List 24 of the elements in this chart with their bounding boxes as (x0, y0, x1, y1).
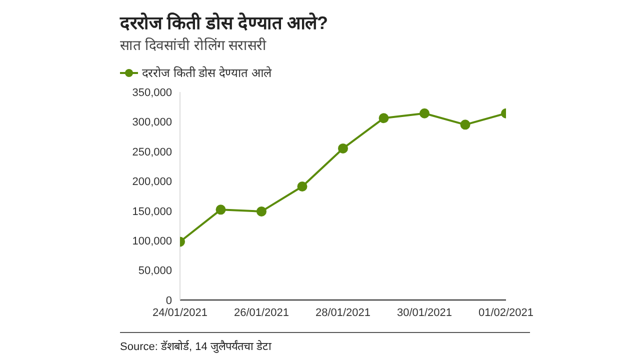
x-tick-label: 24/01/2021 (152, 306, 208, 319)
legend-label: दररोज किती डोस देण्यात आले (142, 65, 272, 81)
y-tick-label: 150,000 (132, 206, 172, 218)
x-tick-label: 26/01/2021 (234, 306, 290, 319)
y-tick-label: 250,000 (132, 146, 172, 158)
point (256, 206, 266, 216)
point (216, 204, 226, 215)
point (378, 113, 389, 124)
y-tick-label: 100,000 (132, 235, 172, 248)
x-tick-label: 28/01/2021 (315, 306, 371, 319)
source-note: Source: डॅशबोर्ड, 14 जुलैपर्यंतचा डेटा (120, 339, 272, 353)
point (460, 120, 470, 130)
y-tick-label: 200,000 (132, 176, 172, 188)
point (420, 108, 430, 118)
y-tick-label: 350,000 (132, 86, 172, 99)
x-tick-label: 01/02/2021 (478, 306, 534, 319)
x-tick-label: 30/01/2021 (396, 306, 452, 319)
chart-title: दररोज किती डोस देण्यात आले? (120, 12, 329, 34)
y-tick-label: 300,000 (132, 116, 172, 129)
point (338, 143, 348, 154)
point (297, 181, 308, 192)
chart-subtitle: सात दिवसांची रोलिंग सरासरी (120, 36, 268, 54)
y-tick-label: 0 (166, 294, 172, 307)
y-tick-label: 50,000 (138, 265, 172, 278)
